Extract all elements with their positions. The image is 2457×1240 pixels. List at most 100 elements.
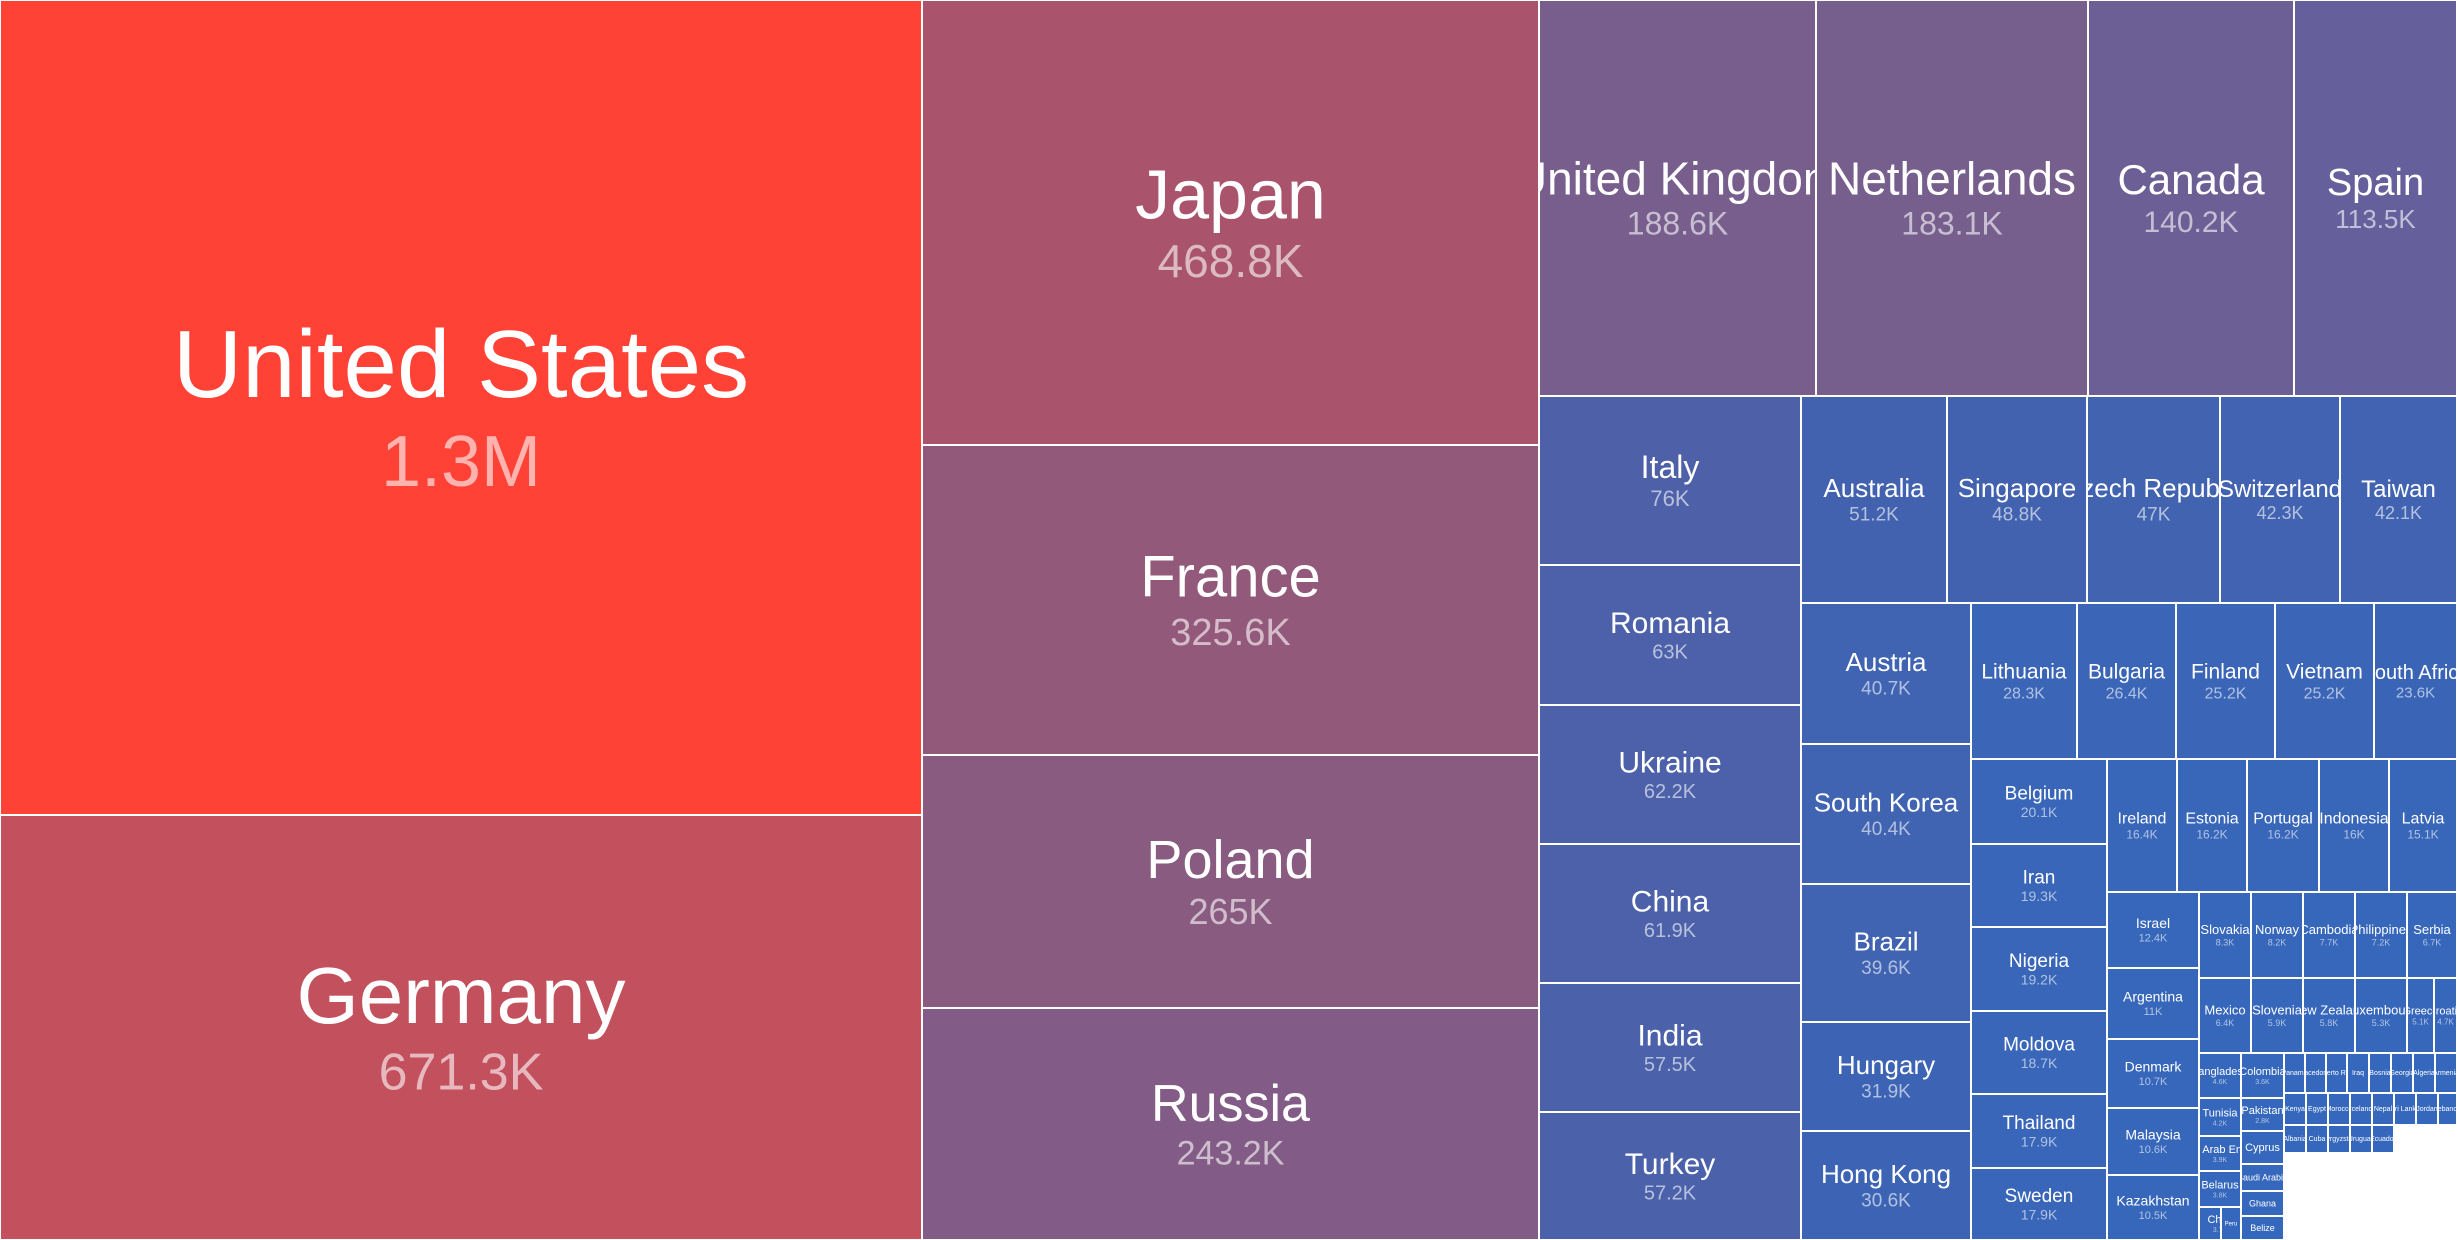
- tile-label-cyprus: Cyprus: [2245, 1142, 2280, 1154]
- tile-belize: Belize: [2240, 1215, 2285, 1240]
- tile-rect-romania: [1538, 564, 1802, 706]
- tile-rect-saudi-arabia: [2240, 1163, 2285, 1192]
- tile-rect-canada: [2087, 0, 2295, 397]
- tile-value-spain: 113.5K: [2335, 204, 2416, 234]
- tile-saudi-arabia: Saudi Arabia: [2240, 1163, 2285, 1192]
- tile-rect-israel: [2106, 891, 2200, 969]
- tile-value-estonia: 16.2K: [2196, 828, 2227, 842]
- tile-rect-hong-kong: [1800, 1130, 1972, 1240]
- tile-rect-lebanon: [2437, 1092, 2457, 1126]
- tile-value-bangladesh: 4.6K: [2213, 1079, 2228, 1086]
- tile-label-ukraine: Ukraine: [1618, 747, 1721, 780]
- tile-label-hungary: Hungary: [1837, 1050, 1935, 1080]
- tile-label-albania: Albania: [2283, 1136, 2306, 1143]
- tile-kenya: Kenya: [2283, 1092, 2307, 1126]
- tile-label-netherlands: Netherlands: [1828, 152, 2076, 204]
- tile-label-cuba: Cuba: [2309, 1136, 2326, 1143]
- tile-rect-greece: [2406, 977, 2435, 1054]
- tile-label-bangladesh: Bangladesh: [2191, 1066, 2249, 1078]
- tile-value-brazil: 39.6K: [1861, 958, 1911, 979]
- tile-label-ecuador: Ecuador: [2370, 1136, 2397, 1143]
- tile-label-australia: Australia: [1823, 473, 1925, 503]
- tile-rect-ecuador: [2371, 1124, 2395, 1154]
- tile-value-portugal: 16.2K: [2267, 828, 2298, 842]
- tile-label-iceland: Iceland: [2350, 1106, 2373, 1113]
- tile-label-romania: Romania: [1610, 607, 1730, 640]
- tile-rect-netherlands: [1815, 0, 2089, 397]
- tile-rect-latvia: [2388, 758, 2457, 893]
- tile-rect-taiwan: [2339, 395, 2457, 604]
- tile-value-singapore: 48.8K: [1992, 505, 2042, 526]
- tile-label-portugal: Portugal: [2253, 811, 2313, 828]
- tile-value-kazakhstan: 10.5K: [2139, 1210, 2168, 1222]
- tile-value-greece: 5.1K: [2412, 1017, 2429, 1026]
- tile-ghana: Ghana: [2240, 1190, 2285, 1217]
- tile-south-africa: South Africa23.6K: [2373, 602, 2457, 760]
- tile-label-singapore: Singapore: [1958, 473, 2077, 503]
- tile-label-estonia: Estonia: [2185, 811, 2238, 828]
- tile-value-new-zealand: 5.8K: [2320, 1018, 2339, 1028]
- tile-ecuador: Ecuador: [2370, 1124, 2397, 1154]
- tile-rect-slovenia: [2250, 977, 2304, 1054]
- tile-morocco: Morocco: [2327, 1092, 2351, 1126]
- tile-value-romania: 63K: [1652, 642, 1688, 664]
- tile-rect-finland: [2175, 602, 2276, 760]
- tile-label-united-states: United States: [173, 311, 749, 418]
- tile-value-slovenia: 5.9K: [2268, 1018, 2287, 1028]
- tile-rect-singapore: [1946, 395, 2088, 604]
- tile-algeria: Algeria: [2412, 1052, 2436, 1094]
- tile-label-lithuania: Lithuania: [1981, 661, 2067, 684]
- tile-label-india: India: [1637, 1020, 1702, 1053]
- tile-rect-thailand: [1970, 1093, 2108, 1169]
- tile-label-algeria: Algeria: [2413, 1070, 2435, 1077]
- tile-value-mexico: 6.4K: [2216, 1018, 2235, 1028]
- tile-label-bulgaria: Bulgaria: [2088, 661, 2165, 684]
- tile-label-iran: Iran: [2023, 868, 2056, 889]
- tile-label-uruguay: Uruguay: [2348, 1136, 2375, 1143]
- tile-value-malaysia: 10.6K: [2139, 1144, 2168, 1156]
- tile-iceland: Iceland: [2349, 1092, 2373, 1126]
- tile-label-tunisia: Tunisia: [2202, 1107, 2238, 1119]
- tile-cuba: Cuba: [2305, 1124, 2329, 1154]
- tile-rect-poland: [921, 754, 1540, 1009]
- tile-label-sweden: Sweden: [2005, 1186, 2074, 1207]
- tile-value-hungary: 31.9K: [1861, 1082, 1911, 1103]
- tile-rect-austria: [1800, 602, 1972, 745]
- tile-rect-serbia: [2406, 891, 2457, 979]
- tile-value-ukraine: 62.2K: [1644, 781, 1697, 803]
- tile-rect-russia: [921, 1007, 1540, 1240]
- tile-georgia: Georgia: [2390, 1052, 2414, 1094]
- tile-rect-lithuania: [1970, 602, 2078, 760]
- tile-label-mexico: Mexico: [2204, 1002, 2245, 1017]
- tile-rect-united-arab-emirates: [2198, 1135, 2242, 1172]
